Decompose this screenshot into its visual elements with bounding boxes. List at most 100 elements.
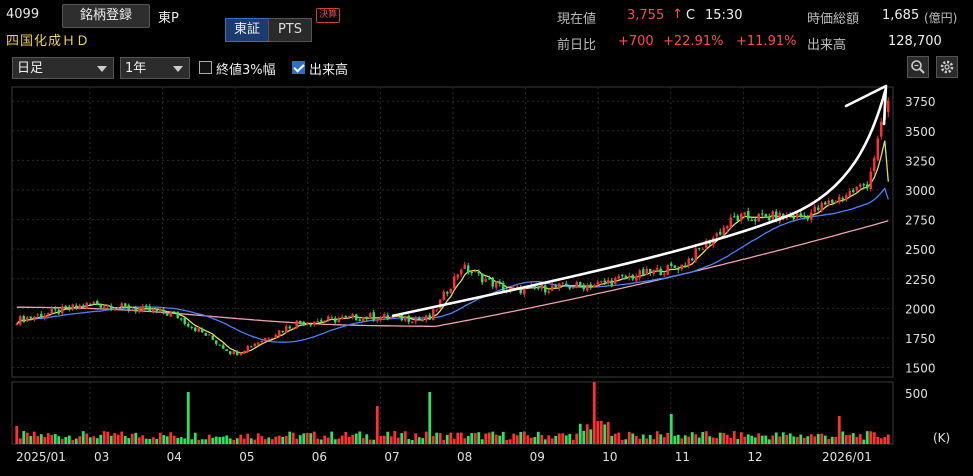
candle-body (29, 316, 32, 319)
candle-body (463, 264, 466, 269)
volume-bar (795, 436, 799, 444)
volume-bar (414, 433, 418, 444)
volume-bar (487, 432, 491, 444)
volume-bar (585, 424, 589, 444)
candle-body (663, 273, 666, 275)
candle-body (208, 334, 211, 336)
candle-body (649, 268, 652, 273)
candle-body (292, 327, 295, 329)
candle-body (694, 248, 697, 262)
candle-body (558, 283, 561, 289)
volume-option-label: 出来高 (309, 63, 349, 78)
ma-long-line (16, 220, 889, 328)
x-tick-label: 09 (530, 450, 545, 464)
volume-bar (130, 433, 134, 444)
candle-body (176, 311, 179, 319)
band-checkbox[interactable] (199, 61, 212, 74)
volume-bar (470, 433, 474, 444)
volume-bar (501, 431, 505, 444)
candle-body (796, 213, 799, 218)
candle-body (236, 351, 239, 355)
volume-bar (550, 438, 554, 444)
candle-body (131, 309, 134, 311)
settings-button[interactable] (936, 56, 958, 78)
volume-checkbox[interactable] (292, 61, 305, 74)
candle-body (635, 276, 638, 281)
candle-body (432, 309, 435, 321)
volume-bar (337, 438, 341, 444)
volume-bar (85, 433, 89, 444)
volume-bar (221, 436, 225, 444)
candle-body (407, 315, 410, 322)
candle-body (190, 327, 193, 329)
candle-body (736, 215, 739, 221)
volume-bar (666, 432, 670, 444)
candle-body (134, 308, 137, 312)
candle-body (572, 287, 575, 289)
volume-bar (694, 434, 698, 444)
volume-bar (137, 437, 141, 444)
price-tick-label: 3250 (905, 154, 936, 168)
candle-body (684, 265, 687, 267)
volume-bar (508, 439, 512, 444)
tab-pts[interactable]: PTS (268, 18, 312, 42)
volume-bar (333, 439, 337, 444)
candle-body (376, 319, 379, 321)
stock-name: 四国化成ＨＤ (6, 34, 91, 49)
candle-body (495, 282, 498, 288)
candle-body (187, 324, 190, 327)
candle-body (57, 309, 60, 314)
volume-bar (645, 438, 649, 444)
volume-bar (561, 433, 565, 444)
candle-body (414, 318, 417, 322)
candle-body (460, 269, 463, 275)
candle-body (141, 306, 144, 310)
volume-bar (148, 438, 152, 444)
market-label: 東P (158, 11, 179, 26)
candle-body (383, 314, 386, 319)
candle-body (747, 210, 750, 219)
range-select[interactable]: 1年 (120, 57, 190, 79)
candle-body (719, 231, 722, 235)
candle-body (645, 268, 648, 275)
volume-bar (480, 439, 484, 444)
volume-bar (260, 436, 264, 444)
register-button[interactable]: 銘柄登録 (62, 4, 150, 28)
candle-body (673, 265, 676, 268)
x-tick-label: 10 (602, 450, 617, 464)
volume-bar (568, 433, 572, 444)
candle-body (75, 305, 78, 308)
candle-body (316, 320, 319, 322)
candle-body (418, 317, 421, 319)
volume-bar (92, 436, 96, 444)
volume-bar (162, 435, 166, 444)
volume-bar (417, 437, 421, 444)
candle-body (845, 195, 848, 200)
candle-body (775, 211, 778, 222)
volume-bar (120, 431, 124, 444)
volume-bar (249, 438, 253, 444)
tab-tse[interactable]: 東証 (225, 18, 269, 42)
candle-body (841, 198, 844, 200)
volume-bar (869, 431, 873, 444)
volume-bar (239, 434, 243, 444)
candle-body (449, 288, 452, 293)
candle-body (691, 258, 694, 261)
volume-bar (680, 438, 684, 444)
candle-body (561, 282, 564, 284)
volume-bar (634, 435, 638, 444)
volume-bar (442, 439, 446, 444)
volume-bar (32, 431, 36, 444)
period-select[interactable]: 日足 (12, 57, 114, 79)
candle-body (54, 308, 57, 310)
volume-bar (235, 438, 239, 444)
chevron-down-icon (173, 66, 183, 72)
candle-body (768, 216, 771, 221)
candle-body (369, 313, 372, 319)
zoom-button[interactable] (907, 56, 929, 78)
volume-bar (270, 439, 274, 444)
candle-body (183, 317, 186, 324)
candle-body (211, 335, 214, 340)
price-tick-label: 2750 (905, 214, 936, 228)
